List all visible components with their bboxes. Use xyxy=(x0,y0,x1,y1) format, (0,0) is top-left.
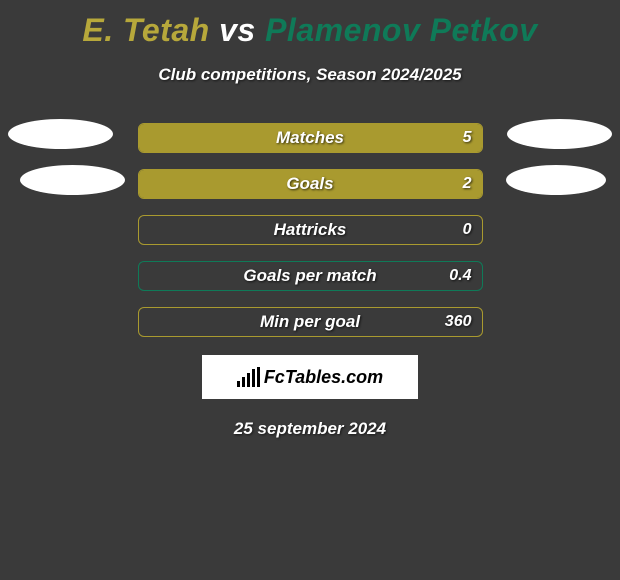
stat-label: Matches xyxy=(139,128,482,148)
player1-photo-1 xyxy=(8,119,113,149)
comparison-title: E. Tetah vs Plamenov Petkov xyxy=(0,0,620,49)
stat-rows: Matches5Goals2Hattricks0Goals per match0… xyxy=(138,123,483,337)
logo-text: FcTables.com xyxy=(264,367,383,388)
stat-value: 2 xyxy=(463,175,472,193)
stat-value: 0.4 xyxy=(449,267,471,285)
logo-box[interactable]: FcTables.com xyxy=(202,355,418,399)
stat-value: 0 xyxy=(463,221,472,239)
stat-label: Goals per match xyxy=(139,266,482,286)
subtitle: Club competitions, Season 2024/2025 xyxy=(0,65,620,85)
player2-name: Plamenov Petkov xyxy=(265,12,538,48)
stat-row: Goals2 xyxy=(138,169,483,199)
stat-label: Hattricks xyxy=(139,220,482,240)
logo-inner: FcTables.com xyxy=(237,367,383,388)
stat-value: 5 xyxy=(463,129,472,147)
player2-photo-1 xyxy=(507,119,612,149)
stat-row: Hattricks0 xyxy=(138,215,483,245)
logo-bars-icon xyxy=(237,367,260,387)
stat-row: Min per goal360 xyxy=(138,307,483,337)
comparison-area: Matches5Goals2Hattricks0Goals per match0… xyxy=(0,123,620,337)
player1-photo-2 xyxy=(20,165,125,195)
player2-photo-2 xyxy=(506,165,606,195)
player1-name: E. Tetah xyxy=(82,12,209,48)
stat-value: 360 xyxy=(445,313,472,331)
stat-row: Matches5 xyxy=(138,123,483,153)
date-text: 25 september 2024 xyxy=(0,419,620,439)
stat-row: Goals per match0.4 xyxy=(138,261,483,291)
stat-label: Goals xyxy=(139,174,482,194)
vs-text: vs xyxy=(219,12,256,48)
stat-label: Min per goal xyxy=(139,312,482,332)
